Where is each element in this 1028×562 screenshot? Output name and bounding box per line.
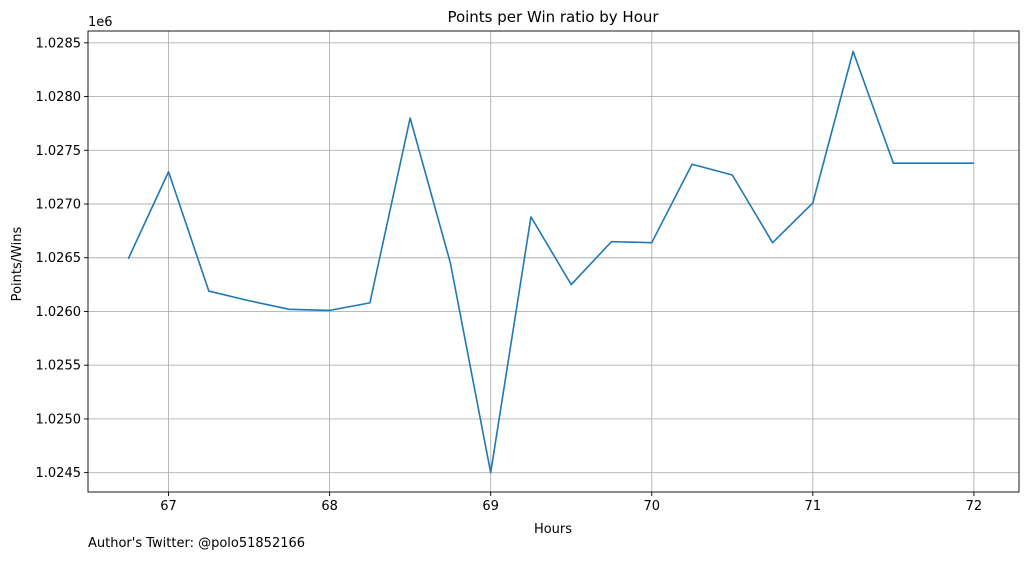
author-note: Author's Twitter: @polo51852166 bbox=[88, 536, 306, 551]
x-tick-label: 70 bbox=[643, 499, 660, 514]
series-line bbox=[127, 50, 974, 474]
y-tick-label: 1.0280 bbox=[36, 90, 82, 105]
grid-lines bbox=[88, 31, 1019, 492]
x-axis-ticks: 67 68 69 70 71 72 bbox=[160, 492, 982, 514]
x-tick-label: 67 bbox=[160, 499, 177, 514]
x-tick-label: 72 bbox=[966, 499, 983, 514]
y-tick-label: 1.0255 bbox=[36, 359, 82, 374]
x-tick-label: 71 bbox=[805, 499, 822, 514]
y-tick-label: 1.0265 bbox=[36, 251, 82, 266]
y-tick-label: 1.0250 bbox=[36, 412, 82, 427]
y-axis-ticks: 1.0245 1.0250 1.0255 1.0260 1.0265 1.0270 1.02… bbox=[36, 36, 88, 481]
y-tick-label: 1.0260 bbox=[36, 305, 82, 320]
y-tick-label: 1.0275 bbox=[36, 144, 82, 159]
y-axis-label: Points/Wins bbox=[10, 226, 25, 301]
x-tick-label: 68 bbox=[321, 499, 338, 514]
y-axis-offset-label: 1e6 bbox=[88, 15, 113, 30]
y-tick-label: 1.0285 bbox=[36, 36, 82, 51]
x-tick-label: 69 bbox=[482, 499, 499, 514]
y-tick-label: 1.0270 bbox=[36, 198, 82, 213]
chart-title: Points per Win ratio by Hour bbox=[447, 8, 659, 26]
plot-area-frame bbox=[87, 30, 1020, 493]
x-axis-label: Hours bbox=[534, 522, 572, 537]
series-lines bbox=[127, 50, 974, 474]
y-tick-label: 1.0245 bbox=[36, 466, 82, 481]
